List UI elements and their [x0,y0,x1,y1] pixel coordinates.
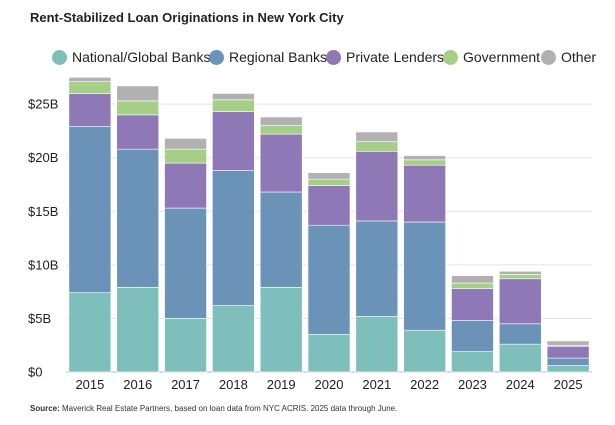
bar-2019-national-global-banks [259,287,303,373]
bar-2015-other [68,77,112,82]
bar-2022-private-lenders [403,164,446,223]
y-tick-label-10: $10B [28,257,58,272]
bar-2023-national-global-banks [451,351,494,373]
bar-2018-private-lenders [212,111,255,171]
bar-2018-regional-banks [212,170,255,306]
legend-swatch-government [443,49,458,65]
bar-2025-other [546,340,590,346]
x-tick-label-2016: 2016 [123,377,152,392]
x-tick-label-2023: 2023 [458,377,487,392]
bar-2015-national-global-banks [68,292,112,373]
x-tick-label-2022: 2022 [410,377,439,392]
bar-2016-regional-banks [116,148,160,288]
bar-2022-government [403,159,446,166]
bar-2019-private-lenders [259,133,303,193]
bars [68,77,590,373]
bar-2016-national-global-banks [116,287,160,373]
bar-2017-other [164,138,207,150]
legend-swatch-national-global-banks [52,49,67,65]
x-tick-label-2021: 2021 [362,377,391,392]
x-tick-label-2017: 2017 [171,377,200,392]
legend-label-regional-banks: Regional Banks [229,49,328,65]
bar-2015-government [68,81,112,94]
x-tick-label-2015: 2015 [75,377,104,392]
legend-label-national-global-banks: National/Global Banks [72,49,211,65]
bar-2017-regional-banks [164,207,207,319]
legend-label-private-lenders: Private Lenders [346,49,445,65]
source-label: Source: [30,404,60,413]
bar-2024-government [498,274,542,280]
bar-2024-national-global-banks [498,343,542,373]
bar-2016-private-lenders [116,114,160,150]
source-text: Maverick Real Estate Partners, based on … [59,404,398,413]
legend-item-other: Other [541,47,596,67]
bar-2025-private-lenders [546,345,590,359]
legend-item-private-lenders: Private Lenders [326,47,444,67]
bar-2019-regional-banks [259,191,303,288]
y-axis-tick-labels: $0 $5B $10B $15B $20B $25B [28,97,58,380]
legend-swatch-other [541,49,556,65]
bar-2020-national-global-banks [307,334,351,373]
bar-2016-government [116,100,160,116]
bar-2022-other [403,155,446,161]
y-tick-label-25: $25B [28,97,58,112]
source-note: Source: Maverick Real Estate Partners, b… [30,404,397,413]
x-tick-label-2019: 2019 [267,377,296,392]
bar-2022-national-global-banks [403,329,446,373]
legend-item-government: Government [443,47,540,67]
bar-2021-regional-banks [355,220,399,317]
bar-2020-government [307,178,351,186]
y-tick-label-20: $20B [28,150,58,165]
x-tick-label-2024: 2024 [506,377,535,392]
bar-2015-private-lenders [68,93,112,127]
bar-2020-other [307,172,351,180]
bar-2021-private-lenders [355,150,399,222]
bar-2023-regional-banks [451,320,494,352]
bar-2018-other [212,93,255,101]
bar-2021-government [355,141,399,152]
bar-2020-private-lenders [307,185,351,226]
bar-2017-national-global-banks [164,318,207,373]
x-tick-label-2018: 2018 [219,377,248,392]
legend-item-regional-banks: Regional Banks [209,47,327,67]
bar-2017-government [164,148,207,164]
bar-2022-regional-banks [403,221,446,331]
x-axis-tick-labels: 2015 2016 2017 2018 2019 2020 2021 2022 2023 2024… [75,377,582,392]
bar-2016-other [116,85,160,102]
bar-2018-national-global-banks [212,305,255,373]
bar-2023-government [451,282,494,289]
legend-swatch-private-lenders [326,49,341,65]
y-tick-label-15: $15B [28,204,58,219]
bar-2019-other [259,116,303,126]
bar-2020-regional-banks [307,224,351,335]
bar-2017-private-lenders [164,162,207,209]
legend-label-government: Government [463,49,541,65]
x-tick-label-2020: 2020 [315,377,344,392]
bar-2024-private-lenders [498,278,542,325]
legend-swatch-regional-banks [209,49,224,65]
legend: National/Global Banks Regional Banks Pri… [0,47,615,67]
chart-title: Rent-Stabilized Loan Originations in New… [30,10,344,25]
y-tick-label-0: $0 [28,365,42,380]
bar-2023-private-lenders [451,288,494,321]
legend-item-national-global-banks: National/Global Banks [52,47,211,67]
y-tick-label-5: $5B [28,311,51,326]
bar-2019-government [259,125,303,135]
bar-2018-government [212,99,255,112]
bar-2024-regional-banks [498,323,542,345]
bar-2021-national-global-banks [355,315,399,373]
legend-label-other: Other [561,49,597,65]
x-tick-label-2025: 2025 [554,377,583,392]
bar-2023-other [451,275,494,284]
bar-2015-regional-banks [68,126,112,294]
bar-2025-regional-banks [546,357,590,366]
bar-2024-other [498,270,542,275]
bar-2025-national-global-banks [546,365,590,373]
bar-2021-other [355,131,399,142]
